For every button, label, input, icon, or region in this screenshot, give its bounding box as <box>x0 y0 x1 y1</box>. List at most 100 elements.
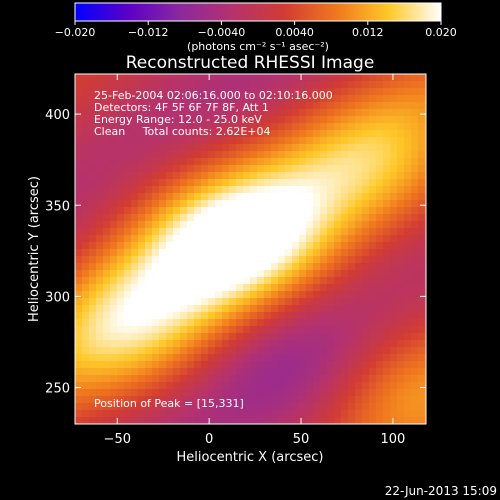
heatmap-cell <box>362 81 370 89</box>
heatmap-cell <box>145 347 153 355</box>
heatmap-cell <box>152 249 160 257</box>
heatmap-cell <box>229 284 237 292</box>
heatmap-cell <box>236 256 244 264</box>
heatmap-cell <box>208 298 216 306</box>
heatmap-cell <box>194 130 202 138</box>
heatmap-cell <box>138 382 146 390</box>
heatmap-cell <box>313 179 321 187</box>
heatmap-cell <box>82 186 90 194</box>
heatmap-cell <box>110 298 118 306</box>
heatmap-cell <box>271 242 279 250</box>
heatmap-cell <box>229 396 237 404</box>
heatmap-cell <box>250 312 258 320</box>
heatmap-cell <box>292 396 300 404</box>
heatmap-cell <box>96 242 104 250</box>
heatmap-cell <box>124 354 132 362</box>
heatmap-cell <box>299 291 307 299</box>
heatmap-cell <box>271 249 279 257</box>
heatmap-cell <box>201 417 209 424</box>
heatmap-cell <box>131 298 139 306</box>
heatmap-cell <box>306 396 314 404</box>
heatmap-cell <box>285 214 293 222</box>
heatmap-cell <box>152 368 160 376</box>
heatmap-cell <box>152 361 160 369</box>
heatmap-cell <box>320 235 328 243</box>
heatmap-cell <box>278 319 286 327</box>
heatmap-cell <box>124 116 132 124</box>
heatmap-cell <box>117 277 125 285</box>
heatmap-cell <box>397 361 405 369</box>
heatmap-cell <box>257 102 265 110</box>
heatmap-cell <box>362 228 370 236</box>
heatmap-cell <box>292 123 300 131</box>
heatmap-cell <box>334 130 342 138</box>
heatmap-cell <box>411 242 419 250</box>
heatmap-cell <box>327 417 335 424</box>
heatmap-cell <box>152 158 160 166</box>
heatmap-cell <box>152 277 160 285</box>
heatmap-cell <box>264 340 272 348</box>
heatmap-cell <box>348 214 356 222</box>
heatmap-cell <box>82 116 90 124</box>
heatmap-cell <box>383 151 391 159</box>
heatmap-cell <box>404 74 412 82</box>
heatmap-cell <box>110 186 118 194</box>
heatmap-cell <box>362 130 370 138</box>
heatmap-cell <box>299 88 307 96</box>
heatmap-cell <box>145 137 153 145</box>
heatmap-cell <box>82 151 90 159</box>
heatmap-cell <box>103 214 111 222</box>
heatmap-cell <box>404 95 412 103</box>
heatmap-cell <box>285 95 293 103</box>
heatmap-cell <box>362 235 370 243</box>
heatmap-cell <box>110 277 118 285</box>
heatmap-cell <box>278 158 286 166</box>
heatmap-cell <box>75 158 83 166</box>
heatmap-cell <box>285 361 293 369</box>
heatmap-cell <box>75 368 83 376</box>
heatmap-cell <box>376 340 384 348</box>
heatmap-cell <box>173 368 181 376</box>
heatmap-cell <box>285 179 293 187</box>
heatmap-cell <box>194 403 202 411</box>
heatmap-cell <box>355 319 363 327</box>
heatmap-cell <box>159 88 167 96</box>
heatmap-cell <box>355 403 363 411</box>
heatmap-cell <box>110 102 118 110</box>
heatmap-cell <box>341 214 349 222</box>
heatmap-cell <box>131 333 139 341</box>
heatmap-cell <box>215 95 223 103</box>
heatmap-cell <box>271 340 279 348</box>
heatmap-cell <box>208 158 216 166</box>
heatmap-cell <box>397 410 405 418</box>
heatmap-cell <box>264 123 272 131</box>
heatmap-cell <box>187 375 195 383</box>
heatmap-cell <box>82 270 90 278</box>
heatmap-cell <box>334 354 342 362</box>
heatmap-cell <box>306 417 314 424</box>
heatmap-cell <box>292 354 300 362</box>
heatmap-cell <box>96 403 104 411</box>
heatmap-cell <box>159 270 167 278</box>
heatmap-cell <box>390 172 398 180</box>
heatmap-cell <box>341 235 349 243</box>
heatmap-cell <box>159 256 167 264</box>
heatmap-cell <box>243 361 251 369</box>
heatmap-cell <box>362 375 370 383</box>
heatmap-cell <box>187 319 195 327</box>
heatmap-cell <box>320 291 328 299</box>
heatmap-cell <box>320 200 328 208</box>
heatmap-cell <box>138 403 146 411</box>
heatmap-cell <box>208 382 216 390</box>
heatmap-cell <box>306 151 314 159</box>
heatmap-cell <box>264 319 272 327</box>
heatmap-cell <box>180 207 188 215</box>
heatmap-cell <box>124 270 132 278</box>
heatmap-cell <box>110 193 118 201</box>
heatmap-cell <box>152 396 160 404</box>
heatmap-cell <box>411 179 419 187</box>
heatmap-cell <box>292 200 300 208</box>
heatmap-cell <box>313 130 321 138</box>
heatmap-cell <box>236 193 244 201</box>
heatmap-cell <box>390 207 398 215</box>
